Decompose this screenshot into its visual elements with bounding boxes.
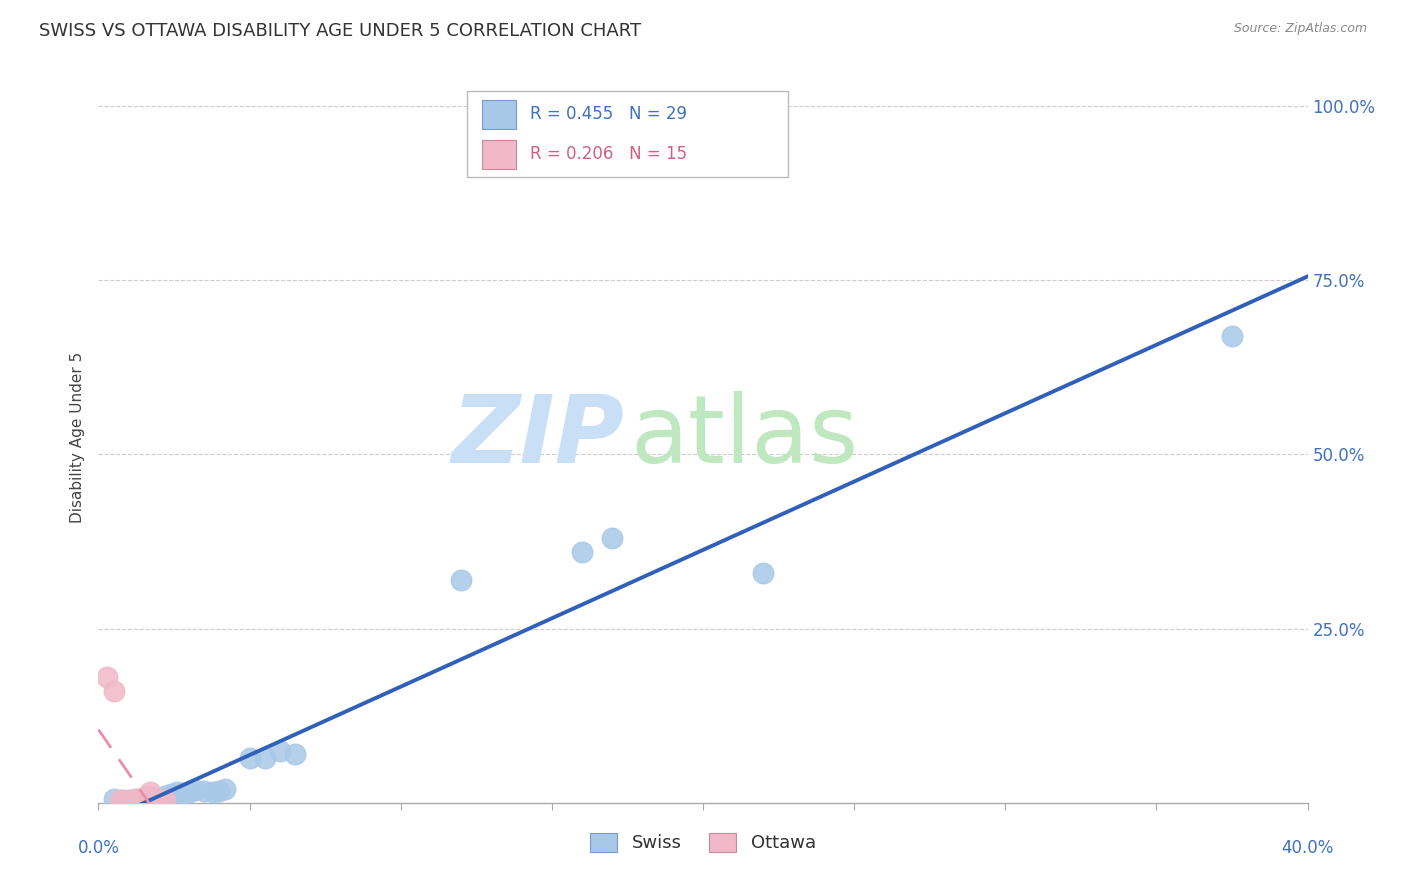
Point bbox=[132, 792, 155, 806]
Point bbox=[571, 545, 593, 559]
Point bbox=[121, 793, 143, 807]
Legend: Swiss, Ottawa: Swiss, Ottawa bbox=[583, 826, 823, 860]
Text: ZIP: ZIP bbox=[451, 391, 624, 483]
Point bbox=[153, 793, 176, 807]
Point bbox=[118, 794, 141, 808]
Y-axis label: Disability Age Under 5: Disability Age Under 5 bbox=[69, 351, 84, 523]
Point bbox=[148, 791, 170, 805]
Point bbox=[269, 743, 291, 757]
Point bbox=[1220, 329, 1243, 343]
Text: Source: ZipAtlas.com: Source: ZipAtlas.com bbox=[1233, 22, 1367, 36]
Point bbox=[160, 788, 183, 802]
Point bbox=[108, 793, 131, 807]
Point bbox=[193, 784, 215, 798]
Point bbox=[214, 781, 236, 796]
Text: 0.0%: 0.0% bbox=[77, 839, 120, 857]
Point bbox=[142, 793, 165, 807]
Point bbox=[202, 785, 225, 799]
Point bbox=[142, 791, 165, 805]
Text: atlas: atlas bbox=[630, 391, 859, 483]
Point bbox=[148, 793, 170, 807]
Point bbox=[145, 792, 167, 806]
Point bbox=[129, 793, 152, 807]
Point bbox=[103, 684, 125, 698]
Point bbox=[253, 750, 276, 764]
Text: 40.0%: 40.0% bbox=[1281, 839, 1334, 857]
Point bbox=[139, 792, 162, 806]
Point bbox=[114, 794, 136, 808]
Text: R = 0.455   N = 29: R = 0.455 N = 29 bbox=[530, 105, 688, 123]
Point bbox=[179, 785, 201, 799]
Point bbox=[111, 793, 134, 807]
Point bbox=[284, 747, 307, 761]
Point bbox=[103, 792, 125, 806]
Point bbox=[153, 789, 176, 803]
Point bbox=[752, 566, 775, 580]
Bar bbox=[482, 100, 516, 129]
Point bbox=[172, 786, 194, 800]
Point bbox=[118, 793, 141, 807]
Text: R = 0.206   N = 15: R = 0.206 N = 15 bbox=[530, 145, 688, 163]
Point bbox=[208, 784, 231, 798]
Text: SWISS VS OTTAWA DISABILITY AGE UNDER 5 CORRELATION CHART: SWISS VS OTTAWA DISABILITY AGE UNDER 5 C… bbox=[39, 22, 641, 40]
Bar bbox=[482, 139, 516, 169]
Point bbox=[139, 785, 162, 799]
Point bbox=[124, 792, 146, 806]
Point bbox=[132, 793, 155, 807]
FancyBboxPatch shape bbox=[467, 91, 787, 178]
Point bbox=[124, 794, 146, 808]
Point bbox=[166, 785, 188, 799]
Point bbox=[135, 789, 157, 803]
Point bbox=[111, 794, 134, 808]
Point bbox=[602, 531, 624, 545]
Point bbox=[239, 750, 262, 764]
Point bbox=[96, 670, 118, 684]
Point bbox=[184, 783, 207, 797]
Point bbox=[127, 792, 149, 806]
Point bbox=[450, 573, 472, 587]
